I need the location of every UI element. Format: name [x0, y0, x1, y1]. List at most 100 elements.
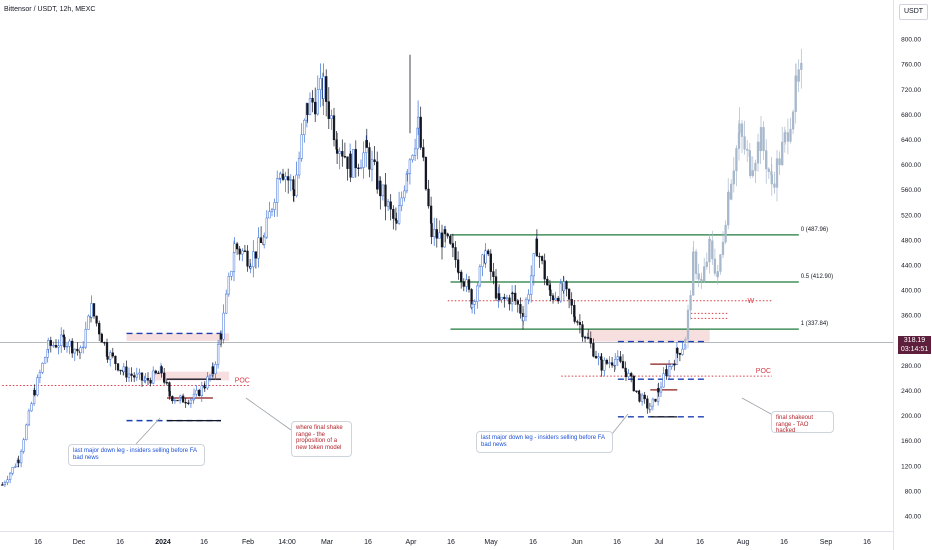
- time-tick-label: 16: [696, 539, 704, 546]
- candle: [276, 178, 279, 203]
- projected-candle: [727, 192, 730, 200]
- candle: [500, 296, 503, 300]
- note-final-shakeout-range[interactable]: final shakeout range - TAO hacked: [771, 411, 834, 434]
- candle: [610, 362, 614, 366]
- projected-candle: [743, 136, 746, 150]
- price-tick-label: 360.00: [901, 313, 921, 320]
- candle: [106, 356, 109, 360]
- candle: [157, 372, 160, 375]
- candle: [25, 424, 28, 440]
- candle: [373, 159, 376, 163]
- candle: [316, 89, 319, 115]
- projected-candle: [765, 150, 768, 170]
- candle: [338, 151, 341, 154]
- note-insiders-selling-1[interactable]: last major down leg - insiders selling b…: [68, 444, 205, 466]
- candle: [557, 297, 560, 302]
- candle: [254, 251, 258, 259]
- candle: [516, 300, 519, 305]
- projected-candle: [756, 141, 760, 164]
- projected-candle: [724, 224, 727, 243]
- candle: [189, 399, 193, 404]
- candle: [111, 352, 114, 357]
- projected-candle: [767, 168, 770, 172]
- candle: [214, 364, 217, 374]
- bar-countdown: 03:14:51: [900, 345, 929, 353]
- symbol-title[interactable]: Bittensor / USDT, 12h, MEXC: [4, 6, 96, 13]
- currency-button[interactable]: USDT: [899, 4, 928, 20]
- candle: [435, 229, 438, 239]
- candle: [203, 386, 206, 389]
- candle: [438, 232, 441, 239]
- candle: [349, 153, 352, 178]
- highlight-zone: [126, 333, 230, 341]
- candle: [632, 375, 635, 392]
- time-tick-label: 16: [447, 539, 455, 546]
- projected-candle: [684, 338, 687, 342]
- candle: [354, 149, 357, 169]
- candle: [395, 220, 398, 224]
- candle: [241, 250, 244, 255]
- candle: [54, 344, 58, 348]
- candle: [430, 223, 433, 238]
- projected-candle: [786, 132, 790, 142]
- last-price-value: 318.19: [903, 337, 926, 344]
- candle: [308, 97, 312, 115]
- time-tick-label: Jun: [571, 539, 582, 546]
- price-tick-label: 120.00: [901, 463, 921, 470]
- candle: [413, 148, 417, 156]
- projected-candle: [784, 132, 787, 134]
- candle: [419, 116, 422, 148]
- candle: [614, 359, 617, 366]
- candle: [489, 253, 492, 272]
- time-tick-label: Dec: [73, 539, 86, 546]
- candle: [592, 343, 595, 357]
- candle: [47, 340, 50, 350]
- candle: [57, 345, 60, 348]
- candle: [392, 208, 395, 219]
- candle: [171, 396, 174, 402]
- candle: [84, 329, 87, 348]
- candle: [640, 394, 644, 402]
- candle: [173, 399, 177, 402]
- fib-level-label: 0.5 (412.90): [801, 274, 833, 280]
- candle: [422, 147, 425, 158]
- note-final-shake-range[interactable]: where final shake range - the propositio…: [291, 421, 352, 457]
- time-tick-label: 16: [200, 539, 208, 546]
- candle: [357, 167, 360, 170]
- projected-candle: [740, 123, 744, 137]
- candle: [36, 377, 39, 396]
- candle: [559, 283, 562, 302]
- candle: [519, 304, 522, 314]
- candle: [273, 202, 276, 210]
- candle: [76, 348, 79, 352]
- candle: [508, 297, 511, 305]
- candle: [406, 173, 409, 175]
- projected-candle: [775, 158, 779, 188]
- candle: [163, 372, 166, 383]
- price-tick-label: 520.00: [901, 212, 921, 219]
- candle: [567, 288, 571, 300]
- candle: [505, 297, 509, 300]
- candle: [657, 388, 660, 393]
- candle: [289, 179, 292, 181]
- candle: [314, 101, 317, 115]
- candle: [583, 336, 587, 339]
- candle: [427, 188, 430, 207]
- candle: [673, 364, 676, 366]
- projected-candle: [708, 238, 711, 241]
- candle: [63, 336, 66, 348]
- candle: [484, 250, 487, 264]
- candle: [538, 255, 541, 258]
- price-tick-label: 680.00: [901, 112, 921, 119]
- candle: [481, 254, 484, 267]
- candle: [235, 243, 239, 250]
- projected-candle: [797, 69, 800, 82]
- candle: [646, 398, 649, 409]
- projected-candle: [781, 141, 784, 166]
- note-connector: [611, 413, 629, 435]
- candle: [681, 348, 684, 355]
- candle: [635, 390, 638, 392]
- note-insiders-selling-2[interactable]: last major down leg - insiders selling b…: [476, 431, 613, 453]
- price-tick-label: 760.00: [901, 62, 921, 69]
